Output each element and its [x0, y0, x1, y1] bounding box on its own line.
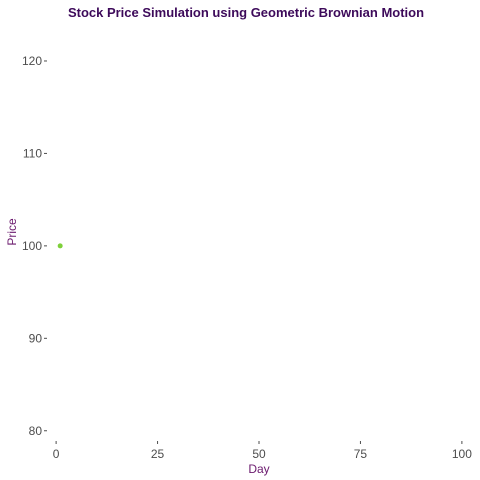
chart-title: Stock Price Simulation using Geometric B… — [68, 5, 424, 20]
x-tick-label: 25 — [151, 447, 165, 461]
y-axis: 80 90 100 110 120 — [22, 54, 47, 438]
x-tick-label: 75 — [354, 447, 368, 461]
x-tick-label: 100 — [452, 447, 472, 461]
y-tick-label: 100 — [22, 239, 42, 253]
data-point — [57, 243, 63, 249]
y-tick-label: 80 — [29, 424, 43, 438]
x-tick-label: 50 — [252, 447, 266, 461]
x-axis-label: Day — [248, 462, 269, 476]
plot-area — [57, 243, 63, 249]
y-tick-label: 120 — [22, 54, 42, 68]
y-axis-label: Price — [5, 218, 19, 246]
x-tick-label: 0 — [53, 447, 60, 461]
x-axis: 0 25 50 75 100 — [53, 441, 472, 461]
y-tick-label: 110 — [23, 146, 42, 160]
y-tick-label: 90 — [29, 331, 43, 345]
